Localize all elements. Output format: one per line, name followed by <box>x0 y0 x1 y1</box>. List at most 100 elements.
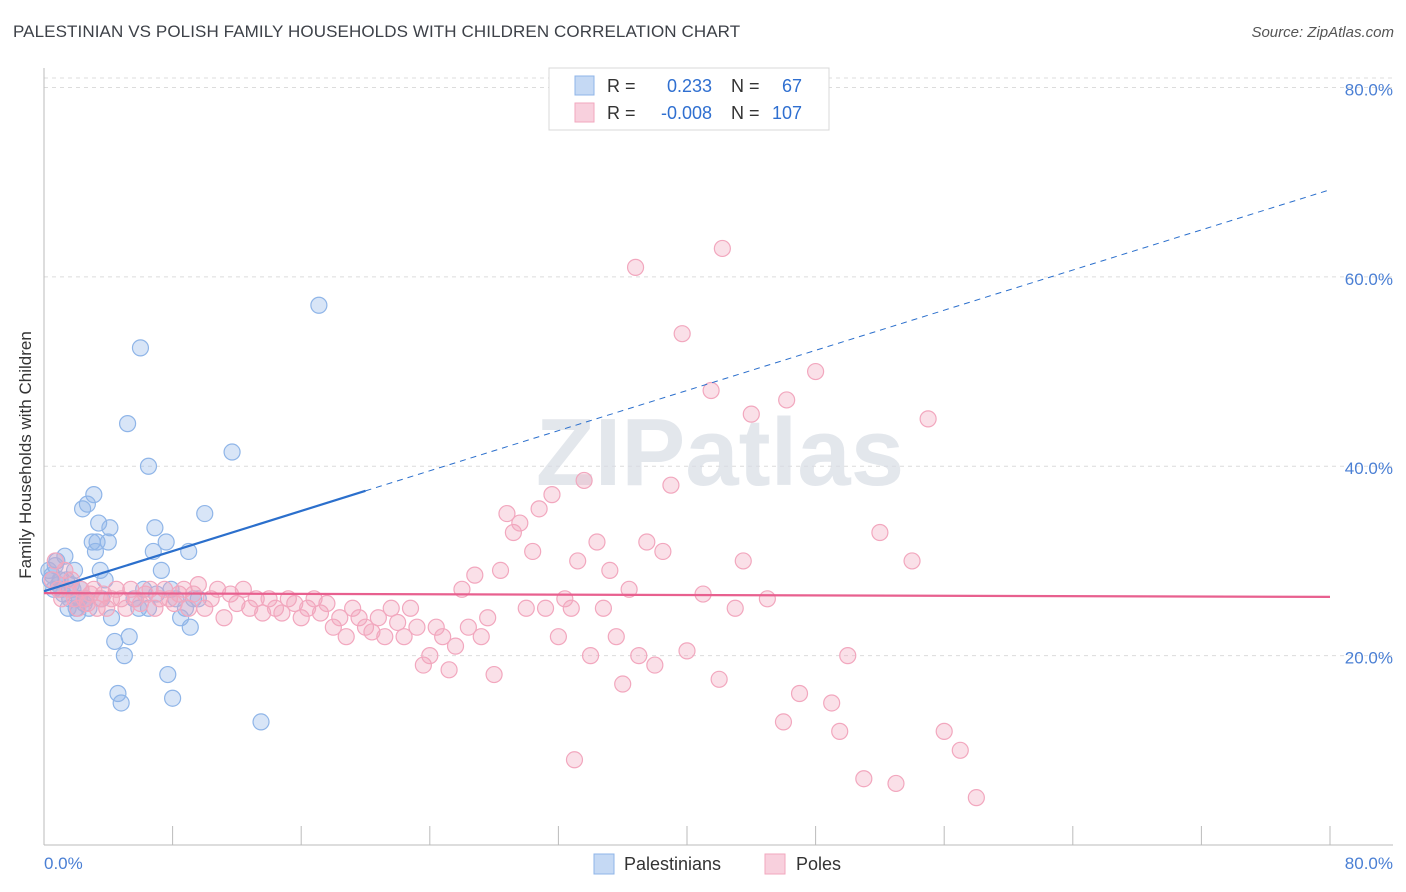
point-poles <box>491 561 510 579</box>
point-palestinians <box>101 519 119 537</box>
point-poles <box>536 599 555 617</box>
point-poles <box>626 258 645 276</box>
legend-swatch-poles <box>764 853 786 875</box>
point-poles <box>363 623 381 641</box>
stats-legend-n-value-palestinians: 67 <box>782 76 802 96</box>
point-poles <box>408 618 426 636</box>
trend-line-extension-palestinians <box>365 189 1331 492</box>
point-poles <box>630 647 648 665</box>
point-poles <box>498 504 516 523</box>
point-poles <box>734 552 752 570</box>
point-poles <box>831 722 849 740</box>
point-poles <box>654 542 672 561</box>
point-palestinians <box>106 632 124 651</box>
point-poles <box>662 476 680 494</box>
point-poles <box>871 523 889 542</box>
stats-legend-n-label-poles: N = <box>731 103 760 123</box>
trend-layer <box>43 189 1331 599</box>
point-poles <box>202 590 220 608</box>
point-palestinians <box>109 684 127 703</box>
point-poles <box>713 239 731 258</box>
point-palestinians <box>157 533 175 551</box>
point-poles <box>414 656 432 674</box>
point-poles <box>614 675 632 693</box>
stats-legend-r-value-palestinians: 0.233 <box>667 76 712 96</box>
point-poles <box>311 604 330 622</box>
point-poles <box>594 599 613 617</box>
point-poles <box>318 594 336 613</box>
stats-legend-swatch-palestinians <box>574 75 595 96</box>
point-poles <box>543 486 561 504</box>
point-palestinians <box>99 533 117 551</box>
point-poles <box>581 647 600 665</box>
point-poles <box>742 405 760 423</box>
y-tick-label: 80.0% <box>1345 80 1393 99</box>
point-palestinians <box>252 713 270 731</box>
point-palestinians <box>118 415 137 433</box>
point-palestinians <box>90 514 108 532</box>
point-palestinians <box>164 689 182 707</box>
stats-legend-swatch-poles <box>574 102 595 123</box>
point-palestinians <box>139 599 158 617</box>
point-poles <box>350 609 368 627</box>
point-palestinians <box>65 561 84 579</box>
trend-line-palestinians <box>43 489 366 593</box>
trend-line-poles <box>43 592 1331 599</box>
point-poles <box>180 599 198 617</box>
point-poles <box>78 594 97 613</box>
point-poles <box>299 599 317 617</box>
point-poles <box>127 590 145 608</box>
point-poles <box>575 471 593 490</box>
stats-legend-n-value-poles: 107 <box>772 103 802 123</box>
point-palestinians <box>115 647 133 665</box>
point-palestinians <box>146 519 164 537</box>
point-poles <box>102 590 121 608</box>
point-poles <box>678 642 696 660</box>
y-tick-label: 20.0% <box>1345 649 1393 668</box>
point-poles <box>146 599 164 617</box>
point-poles <box>466 566 484 584</box>
point-poles <box>401 599 420 617</box>
point-poles <box>967 789 985 807</box>
point-poles <box>53 590 71 608</box>
point-poles <box>774 713 793 731</box>
point-poles <box>472 628 490 646</box>
point-poles <box>389 613 407 632</box>
point-poles <box>421 647 439 665</box>
point-poles <box>504 523 522 542</box>
point-poles <box>344 599 362 617</box>
point-poles <box>434 628 452 646</box>
point-poles <box>646 656 664 674</box>
legend-label-poles: Poles <box>796 854 841 874</box>
point-poles <box>702 381 720 400</box>
stats-legend-n-label-palestinians: N = <box>731 76 760 96</box>
point-poles <box>935 722 953 740</box>
y-tick-label: 40.0% <box>1345 459 1393 478</box>
point-poles <box>215 609 233 627</box>
point-poles <box>673 325 691 343</box>
point-palestinians <box>112 694 130 712</box>
watermark: ZIPatlas <box>536 399 904 506</box>
point-poles <box>56 561 74 579</box>
point-poles <box>524 542 542 561</box>
point-poles <box>273 604 291 622</box>
point-poles <box>601 561 619 579</box>
point-poles <box>440 661 458 679</box>
legend-label-palestinians: Palestinians <box>624 854 721 874</box>
point-poles <box>638 533 656 551</box>
point-poles <box>331 609 349 627</box>
point-poles <box>189 575 207 594</box>
point-poles <box>65 590 84 608</box>
point-palestinians <box>131 339 150 357</box>
point-palestinians <box>159 665 177 684</box>
point-poles <box>806 362 825 381</box>
point-poles <box>588 533 606 551</box>
stats-legend: R = 0.233 N = 67 R = -0.008 N = 107 <box>548 67 830 131</box>
point-palestinians <box>181 618 199 636</box>
point-poles <box>823 694 841 712</box>
point-poles <box>607 628 625 646</box>
point-poles <box>855 770 873 788</box>
point-poles <box>839 647 857 665</box>
